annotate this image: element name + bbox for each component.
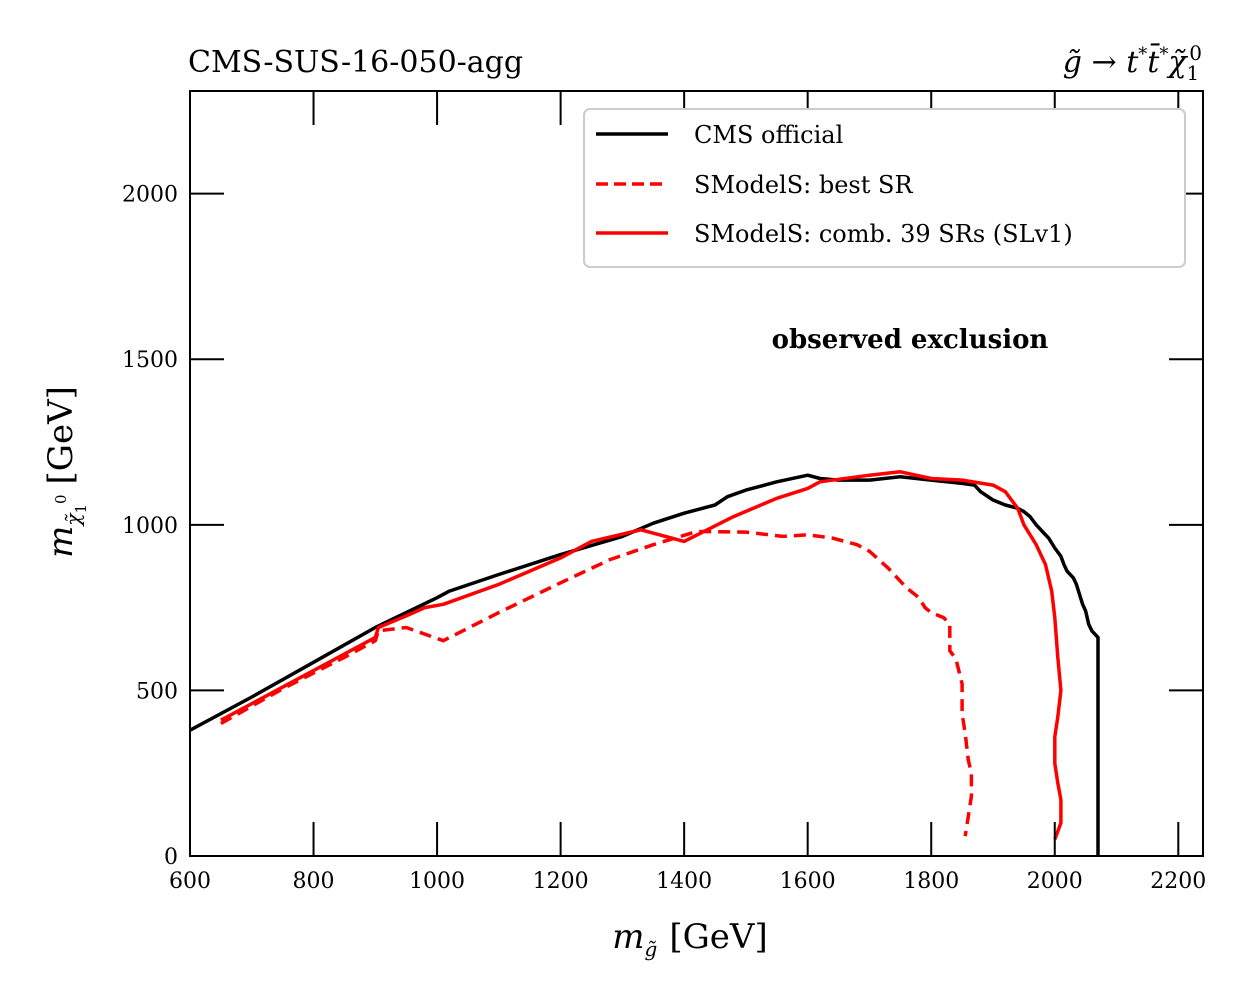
legend-label-comb-srs: SModelS: comb. 39 SRs (SLv1): [694, 220, 1073, 248]
legend-label-best-sr: SModelS: best SR: [694, 171, 913, 199]
x-axis-label: mg̃ [GeV]: [612, 917, 767, 961]
x-tick-label: 1000: [409, 869, 465, 894]
x-tick-label: 600: [169, 869, 211, 894]
y-axis-label: mχ̃10[GeV]: [41, 386, 90, 558]
x-tick-label: 1600: [780, 869, 836, 894]
legend: CMS official SModelS: best SR SModelS: c…: [583, 108, 1186, 268]
svg-text:mχ̃10[GeV]: mχ̃10[GeV]: [41, 386, 90, 558]
y-tick-label: 500: [136, 679, 178, 704]
legend-box: [583, 108, 1186, 268]
y-tick-label: 1000: [122, 514, 178, 539]
title-left: CMS-SUS-16-050-agg: [188, 45, 523, 80]
x-tick-label: 800: [293, 869, 335, 894]
svg-text:g̃ → t*t̄*χ̃10: g̃ → t*t̄*χ̃10: [1063, 41, 1202, 85]
x-tick-label: 2200: [1150, 869, 1206, 894]
series-smodels-comb-39-srs: [220, 470, 1063, 841]
series-smodels-best-sr: [220, 529, 974, 837]
x-tick-label: 1200: [533, 869, 589, 894]
y-tick-label: 2000: [122, 183, 178, 208]
y-tick-label: 1500: [122, 348, 178, 373]
observed-exclusion-annotation: observed exclusion: [772, 325, 1049, 355]
plot-area: 600 800 1000 1200 1400 1600 1800 2000 2200 0 500 10…: [122, 90, 1206, 894]
y-tick-label: 0: [164, 845, 178, 870]
x-tick-label: 2000: [1027, 869, 1083, 894]
plot-frame: [189, 90, 1204, 857]
x-tick-label: 1400: [656, 869, 712, 894]
x-tick-label: 1800: [903, 869, 959, 894]
title-right: g̃ → t*t̄*χ̃10: [1063, 41, 1202, 85]
svg-text:mg̃[GeV]: mg̃ [GeV]: [612, 917, 767, 961]
legend-label-cms-official: CMS official: [694, 121, 843, 149]
series-cms-official: [190, 473, 1100, 856]
